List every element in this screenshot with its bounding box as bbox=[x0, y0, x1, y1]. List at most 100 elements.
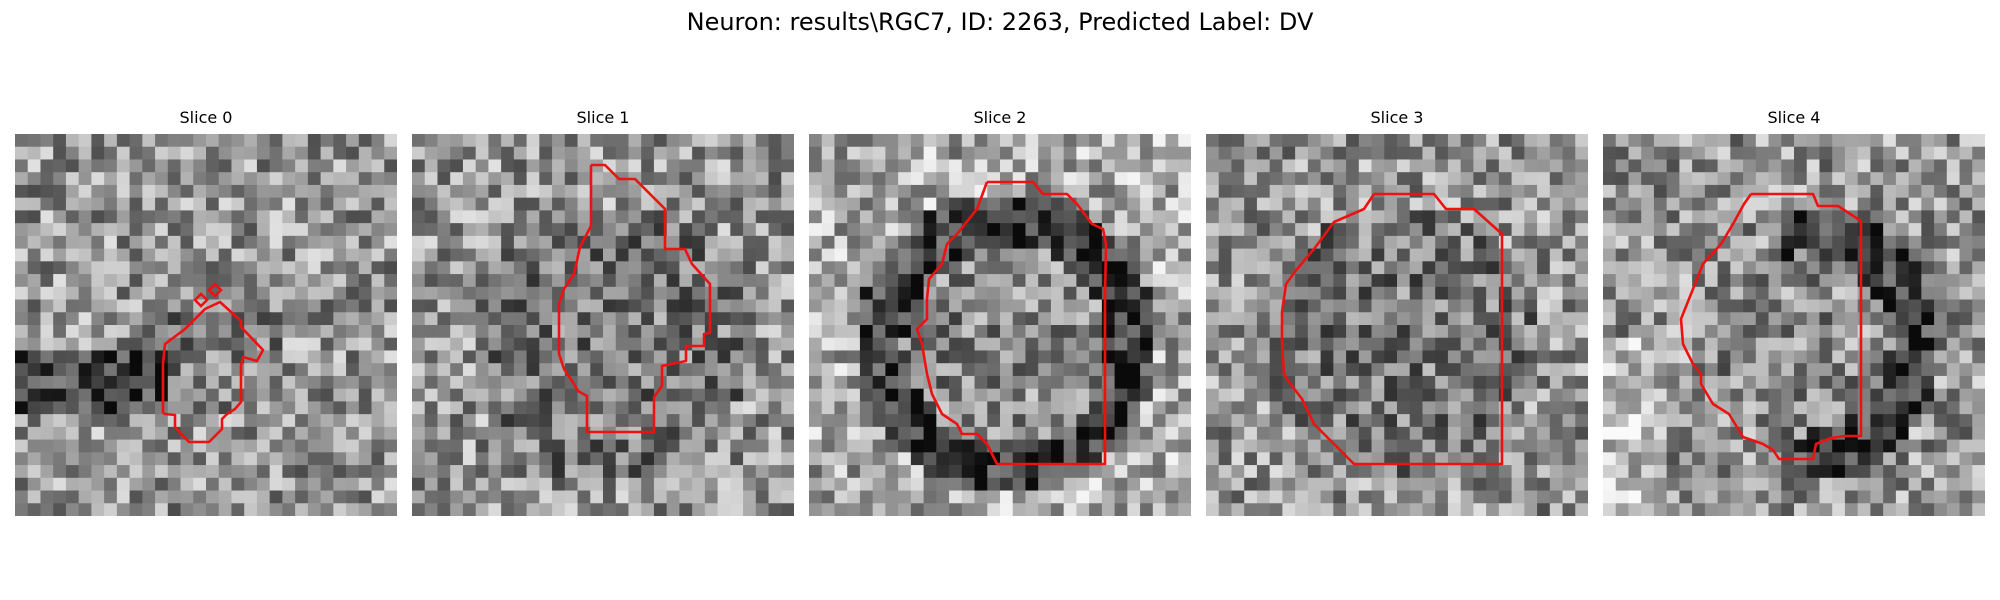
pixel bbox=[834, 286, 848, 300]
pixel bbox=[653, 414, 668, 428]
pixel bbox=[923, 223, 937, 237]
pixel bbox=[603, 146, 617, 160]
pixel bbox=[590, 452, 604, 466]
pixel bbox=[1857, 286, 1871, 300]
pixel bbox=[1358, 350, 1372, 364]
pixel bbox=[269, 299, 283, 313]
pixel bbox=[1692, 414, 1706, 428]
pixel bbox=[1575, 210, 1588, 224]
pixel bbox=[1806, 159, 1820, 173]
pixel bbox=[437, 197, 451, 211]
pixel bbox=[717, 286, 731, 300]
pixel bbox=[282, 210, 296, 224]
pixel bbox=[539, 414, 553, 428]
pixel bbox=[1127, 210, 1141, 224]
pixel bbox=[1486, 146, 1500, 160]
pixel bbox=[1244, 363, 1258, 377]
pixel bbox=[15, 172, 29, 186]
pixel bbox=[1628, 388, 1642, 402]
pixel bbox=[1870, 248, 1884, 262]
pixel bbox=[1012, 414, 1026, 428]
pixel bbox=[1050, 465, 1065, 479]
pixel bbox=[218, 184, 232, 199]
pixel bbox=[1000, 388, 1014, 402]
pixel bbox=[27, 299, 41, 313]
pixel bbox=[1781, 388, 1795, 402]
pixel bbox=[1692, 426, 1706, 440]
pixel bbox=[628, 274, 642, 288]
pixel bbox=[155, 172, 169, 186]
pixel bbox=[666, 401, 680, 415]
pixel bbox=[371, 248, 385, 262]
pixel bbox=[231, 184, 245, 199]
pixel bbox=[1460, 299, 1474, 313]
pixel bbox=[1050, 197, 1065, 211]
pixel bbox=[1089, 375, 1103, 390]
pixel bbox=[180, 286, 194, 300]
pixel bbox=[679, 363, 693, 377]
pixel bbox=[1730, 159, 1744, 173]
pixel bbox=[40, 223, 54, 237]
pixel bbox=[1295, 388, 1309, 402]
pixel bbox=[1692, 210, 1706, 224]
pixel bbox=[53, 248, 67, 262]
pixel bbox=[666, 325, 680, 339]
pixel bbox=[1562, 286, 1576, 300]
pixel bbox=[847, 172, 861, 186]
pixel bbox=[1549, 261, 1563, 275]
pixel bbox=[1704, 223, 1718, 237]
pixel bbox=[603, 223, 617, 237]
pixel bbox=[743, 172, 757, 186]
pixel bbox=[1422, 477, 1436, 491]
pixel bbox=[1959, 197, 1973, 211]
pixel bbox=[834, 325, 848, 339]
pixel bbox=[1511, 490, 1525, 504]
pixel bbox=[104, 337, 118, 351]
pixel bbox=[1562, 465, 1576, 479]
pixel bbox=[437, 426, 451, 440]
pixel bbox=[295, 235, 309, 249]
pixel bbox=[167, 375, 181, 390]
pixel bbox=[1165, 401, 1179, 415]
pixel bbox=[295, 248, 309, 262]
pixel bbox=[282, 299, 296, 313]
pixel bbox=[269, 325, 283, 339]
pixel bbox=[1895, 477, 1909, 491]
pixel bbox=[1794, 388, 1808, 402]
pixel bbox=[78, 477, 92, 491]
pixel bbox=[539, 350, 553, 364]
pixel bbox=[898, 452, 912, 466]
pixel bbox=[371, 172, 385, 186]
pixel bbox=[1537, 503, 1551, 516]
pixel bbox=[1244, 414, 1258, 428]
pixel bbox=[116, 299, 130, 313]
pixel bbox=[53, 388, 67, 402]
pixel bbox=[1832, 401, 1846, 415]
pixel bbox=[450, 363, 464, 377]
pixel bbox=[987, 210, 1001, 224]
pixel bbox=[1000, 325, 1014, 339]
pixel bbox=[898, 146, 912, 160]
pixel bbox=[1641, 223, 1655, 237]
pixel bbox=[781, 235, 794, 249]
pixel bbox=[781, 325, 794, 339]
pixel bbox=[1397, 414, 1411, 428]
pixel bbox=[1422, 248, 1436, 262]
pixel bbox=[282, 261, 296, 275]
pixel bbox=[231, 210, 245, 224]
pixel bbox=[129, 261, 143, 275]
pixel bbox=[1511, 146, 1525, 160]
pixel bbox=[872, 325, 886, 339]
pixel bbox=[1384, 184, 1398, 199]
pixel bbox=[155, 503, 169, 516]
pixel bbox=[1704, 388, 1718, 402]
pixel bbox=[1679, 465, 1693, 479]
pixel bbox=[1256, 299, 1271, 313]
pixel bbox=[129, 414, 143, 428]
pixel bbox=[307, 197, 321, 211]
pixel bbox=[961, 363, 975, 377]
pixel bbox=[949, 503, 963, 516]
pixel bbox=[653, 248, 668, 262]
pixel bbox=[704, 248, 718, 262]
pixel bbox=[1959, 146, 1973, 160]
